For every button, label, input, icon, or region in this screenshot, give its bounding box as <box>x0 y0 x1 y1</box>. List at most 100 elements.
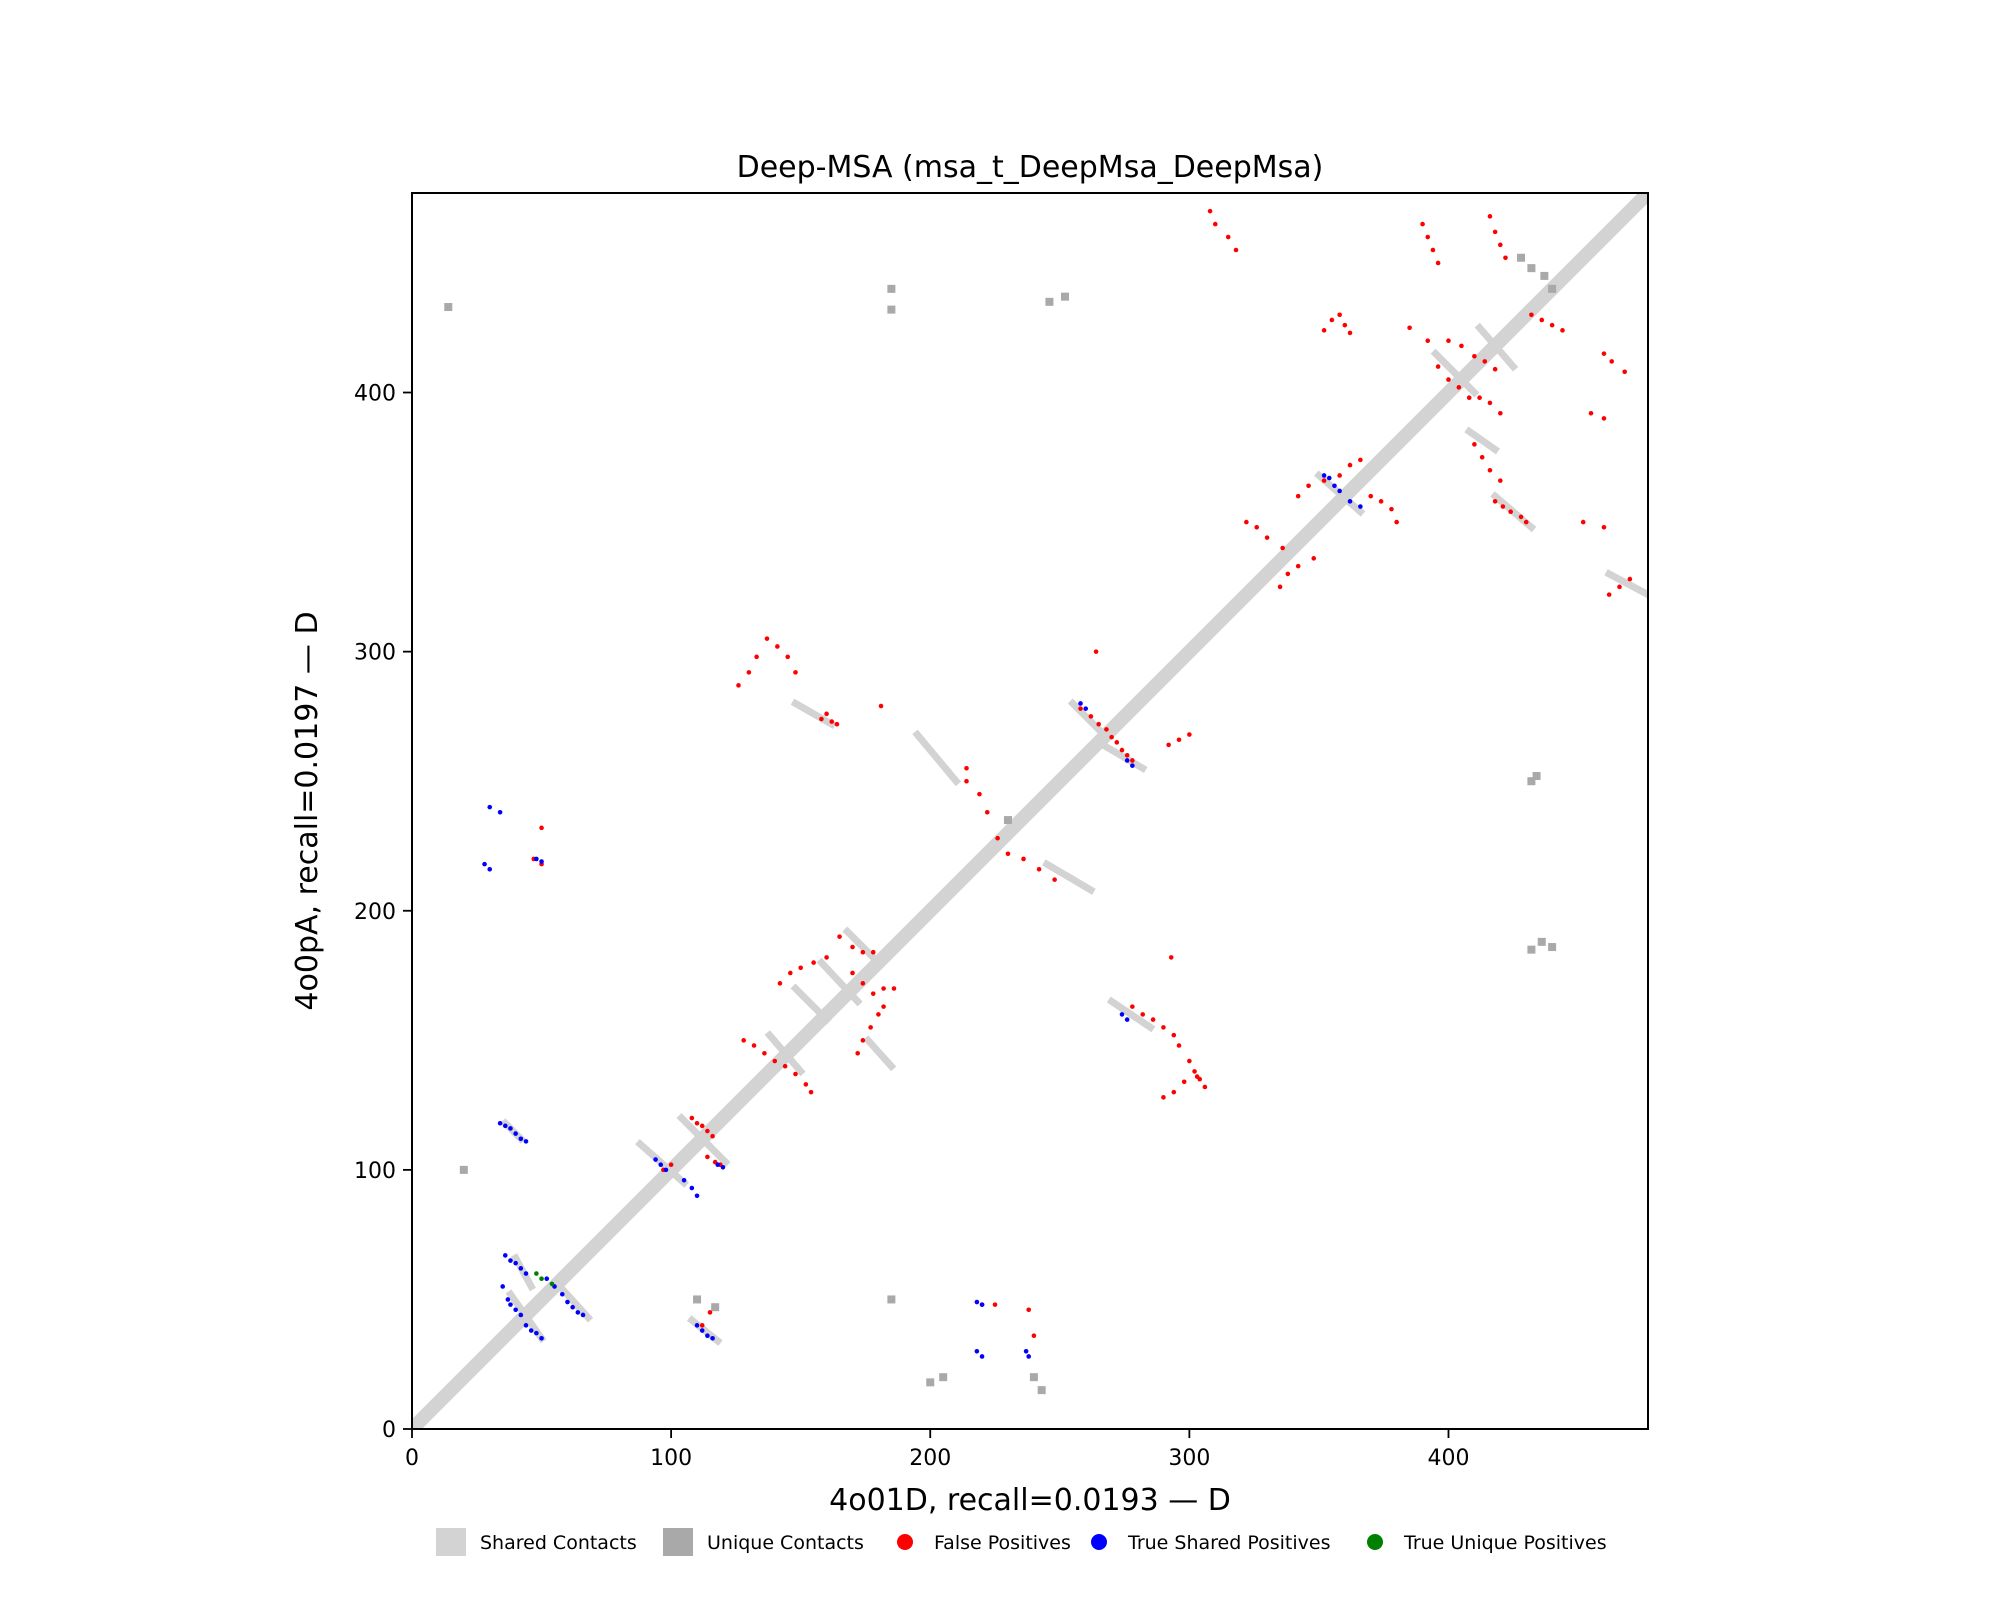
prediction-point <box>881 986 886 991</box>
prediction-point <box>710 1133 715 1139</box>
prediction-point <box>1498 410 1503 416</box>
prediction-point <box>1130 758 1135 763</box>
contact-segment <box>842 926 879 963</box>
prediction-point <box>1285 571 1291 577</box>
prediction-point <box>754 654 759 660</box>
prediction-point <box>668 1162 674 1167</box>
prediction-point <box>1529 312 1534 318</box>
prediction-point <box>1580 519 1586 525</box>
series-3 <box>482 473 1363 1359</box>
prediction-point <box>1523 519 1529 525</box>
prediction-point <box>705 1154 710 1160</box>
legend: Shared Contacts Unique Contacts False Posi… <box>436 1528 1607 1556</box>
prediction-point <box>819 716 824 722</box>
prediction-point <box>559 1291 565 1297</box>
prediction-point <box>977 791 982 797</box>
contact-segment <box>790 983 832 1025</box>
prediction-point <box>1023 1348 1029 1354</box>
prediction-point <box>653 1157 658 1162</box>
prediction-point <box>1078 706 1083 711</box>
prediction-point <box>1601 416 1607 421</box>
contact-point <box>459 1165 468 1174</box>
prediction-point <box>1150 1017 1156 1022</box>
prediction-point <box>575 1310 581 1315</box>
prediction-point <box>1088 714 1094 719</box>
prediction-point <box>1378 499 1384 504</box>
prediction-point <box>1609 359 1615 364</box>
prediction-point <box>565 1299 570 1305</box>
prediction-point <box>1119 1012 1125 1017</box>
legend-item: True Shared Positives <box>1091 1532 1330 1554</box>
contact-segment <box>676 1113 731 1168</box>
prediction-point <box>570 1304 575 1310</box>
contact-point <box>1548 943 1557 952</box>
prediction-point <box>974 1348 980 1354</box>
prediction-point <box>1295 563 1301 569</box>
prediction-point <box>860 949 866 955</box>
legend-swatch <box>897 1534 913 1550</box>
prediction-point <box>1036 867 1042 872</box>
x-axis-title: 4o01D, recall=0.0193 — D <box>829 1483 1231 1518</box>
prediction-point <box>1181 1079 1187 1085</box>
chart-title: Deep-MSA (msa_t_DeepMsa_DeepMsa) <box>737 150 1324 185</box>
prediction-point <box>1326 475 1332 481</box>
prediction-point <box>513 1307 518 1313</box>
prediction-point <box>1446 338 1451 343</box>
prediction-point <box>487 804 493 810</box>
contact-point <box>693 1295 702 1304</box>
prediction-point <box>808 1089 814 1095</box>
prediction-point <box>1539 317 1545 323</box>
prediction-point <box>508 1302 513 1307</box>
prediction-point <box>1254 524 1260 530</box>
prediction-point <box>1321 478 1327 483</box>
prediction-point <box>775 644 780 649</box>
prediction-point <box>1358 504 1363 509</box>
prediction-point <box>979 1302 985 1307</box>
prediction-point <box>482 861 487 867</box>
prediction-point <box>974 1299 980 1305</box>
legend-item: True Unique Positives <box>1367 1532 1607 1554</box>
prediction-point <box>964 765 969 771</box>
prediction-point <box>663 1167 669 1173</box>
prediction-point <box>1124 1017 1130 1022</box>
prediction-point <box>528 1328 534 1333</box>
prediction-point <box>1109 734 1114 740</box>
legend-swatch <box>1091 1534 1107 1550</box>
prediction-point <box>1500 504 1506 509</box>
contact-point <box>1548 284 1557 293</box>
prediction-point <box>751 1043 757 1048</box>
prediction-point <box>1225 234 1231 240</box>
prediction-point <box>837 934 842 939</box>
prediction-point <box>1508 509 1513 515</box>
prediction-point <box>1425 234 1431 240</box>
prediction-point <box>1124 752 1130 758</box>
x-tick-label: 200 <box>909 1446 951 1471</box>
tick-layer: 0 100 200 300 400 0 100 200 300 400 <box>354 382 1469 1471</box>
prediction-point <box>487 867 493 872</box>
contact-segment <box>1604 569 1648 599</box>
prediction-point <box>785 654 791 660</box>
prediction-point <box>705 1333 710 1339</box>
prediction-point <box>1337 473 1342 478</box>
prediction-point <box>984 809 990 815</box>
prediction-point <box>1407 325 1412 331</box>
prediction-point <box>1194 1074 1200 1079</box>
contact-point <box>1527 777 1536 786</box>
prediction-point <box>1347 330 1353 336</box>
contact-point <box>1003 816 1012 825</box>
prediction-point <box>1161 1025 1166 1030</box>
prediction-point <box>1026 1307 1032 1313</box>
legend-label: Shared Contacts <box>480 1532 637 1554</box>
prediction-point <box>1588 410 1594 416</box>
prediction-point <box>1083 706 1089 711</box>
series-0 <box>412 193 1648 1429</box>
prediction-point <box>1187 1058 1192 1064</box>
prediction-point <box>1031 1333 1037 1339</box>
prediction-point <box>1321 328 1327 333</box>
contact-point <box>1045 297 1054 306</box>
contact-segment <box>1042 859 1096 895</box>
prediction-point <box>1472 353 1477 359</box>
prediction-point <box>1264 535 1270 540</box>
prediction-point <box>694 1193 700 1199</box>
